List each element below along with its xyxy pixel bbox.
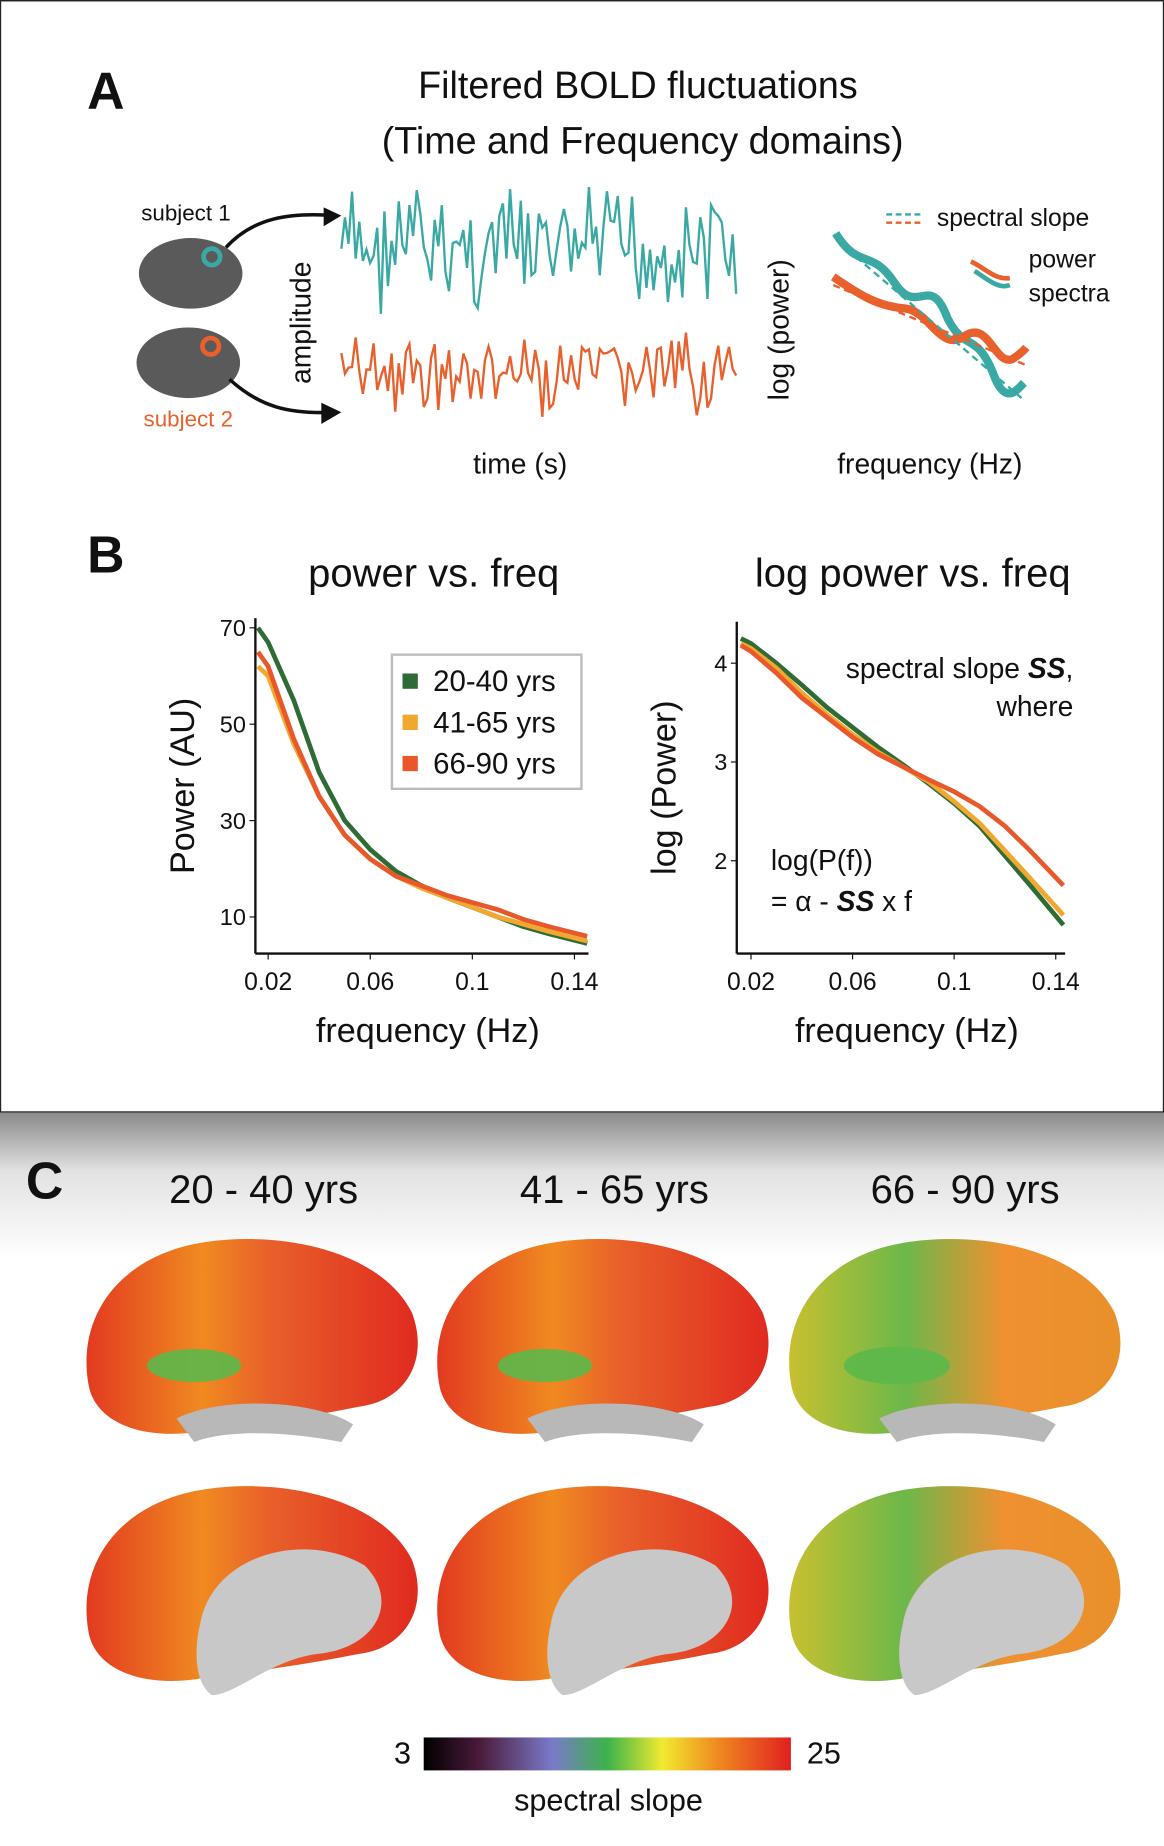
y-tick-label: 4 [714, 650, 727, 676]
brain-icon [136, 207, 342, 424]
x-tick-label: 0.1 [455, 969, 489, 996]
panel-frame [0, 0, 1164, 1114]
x-axis-label: frequency (Hz) [795, 1012, 1019, 1050]
colorbar-max: 25 [807, 1736, 841, 1770]
x-tick-label: 0.02 [727, 969, 775, 996]
x-tick-label: 0.14 [550, 969, 598, 996]
annotation: log(P(f)) [771, 844, 873, 876]
legend-label: 41-65 yrs [433, 706, 556, 739]
x-tick-label: 0.02 [244, 969, 292, 996]
axis-label: frequency (Hz) [837, 447, 1022, 479]
time-series [340, 186, 738, 314]
y-axis-label: Power (AU) [164, 698, 202, 874]
annotation-part: where [995, 690, 1073, 722]
panel-letter: C [26, 1151, 63, 1209]
x-tick-label: 0.06 [346, 969, 394, 996]
y-tick-label: 10 [220, 904, 246, 930]
panel-title: Filtered BOLD fluctuations [418, 64, 858, 106]
colorbar-label: spectral slope [514, 1783, 703, 1817]
annotation-part: SS [1028, 652, 1066, 684]
chart-title: power vs. freq [308, 551, 559, 595]
x-tick-label: 0.1 [937, 969, 971, 996]
legend-box [390, 653, 583, 791]
y-tick-label: 50 [220, 711, 246, 737]
brain-maps [86, 1239, 1121, 1696]
y-tick-label: 30 [220, 808, 246, 834]
legend-swatch [402, 714, 418, 730]
x-tick-label: 0.14 [1032, 969, 1080, 996]
axis-label: time (s) [473, 447, 567, 479]
group-title: 41 - 65 yrs [520, 1168, 709, 1212]
axis-label: amplitude [285, 262, 317, 384]
y-axis-label: log (Power) [646, 700, 684, 874]
data-line [739, 636, 1066, 927]
time-series [340, 332, 738, 417]
colorbar [423, 1737, 791, 1771]
annotation: where [995, 690, 1073, 722]
data-line [256, 650, 588, 939]
subject-label: subject 2 [144, 406, 234, 431]
spectra-sketch [830, 213, 1030, 399]
annotation-part: spectral slope [846, 652, 1028, 684]
y-tick-label: 3 [714, 749, 727, 775]
legend-swatch [402, 755, 418, 772]
legend-label: 20-40 yrs [433, 665, 556, 698]
legend-label: spectra [1029, 281, 1110, 308]
annotation-part: x f [874, 885, 912, 917]
legend-swatch [402, 673, 418, 689]
legend-label: 66-90 yrs [433, 748, 556, 781]
legend-label: power [1029, 246, 1096, 273]
subject-label: subject 1 [141, 200, 230, 225]
annotation-part: SS [837, 885, 875, 917]
colorbar-min: 3 [394, 1736, 411, 1770]
x-axis-label: frequency (Hz) [316, 1012, 540, 1050]
annotation: = α - SS x f [771, 885, 912, 917]
data-line [739, 643, 1066, 888]
y-tick-label: 70 [220, 615, 246, 641]
panel-letter: B [87, 525, 124, 583]
y-tick-label: 2 [714, 848, 727, 874]
legend-label: spectral slope [937, 205, 1089, 232]
panel-letter: A [87, 62, 124, 120]
annotation-part: log(P(f)) [771, 844, 873, 876]
x-tick-label: 0.06 [829, 969, 877, 996]
panel-title: (Time and Frequency domains) [382, 119, 904, 161]
group-title: 66 - 90 yrs [871, 1168, 1060, 1212]
group-title: 20 - 40 yrs [169, 1168, 358, 1212]
annotation-part: = α - [771, 885, 837, 917]
annotation-part: , [1066, 652, 1074, 684]
panel-c-background [0, 1112, 1164, 1846]
annotation: spectral slope SS, [846, 652, 1074, 684]
chart-title: log power vs. freq [755, 551, 1071, 595]
axis-label: log (power) [763, 259, 795, 400]
